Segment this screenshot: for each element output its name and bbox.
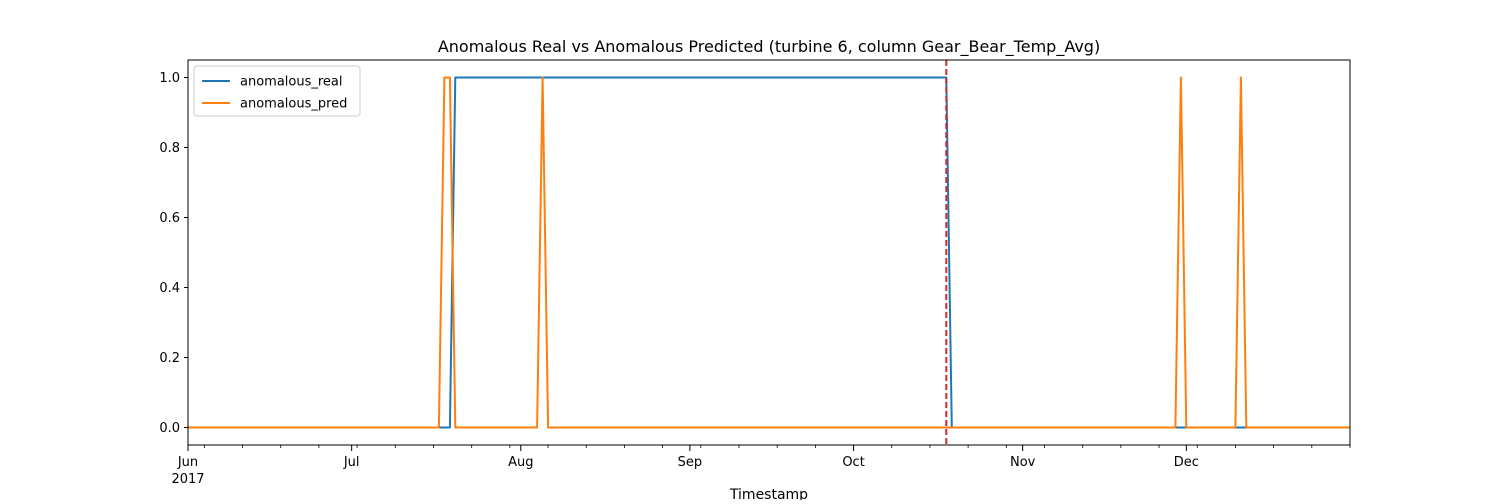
- y-tick-label: 0.2: [159, 351, 180, 366]
- legend: anomalous_real anomalous_pred: [193, 65, 361, 117]
- y-tick-label: 0.4: [159, 281, 180, 296]
- plot-area: [188, 60, 1350, 445]
- x-tick-label: Nov: [1010, 455, 1036, 470]
- x-tick-label: Oct: [842, 455, 864, 470]
- x-axis-label: Timestamp: [729, 487, 808, 500]
- x-tick-label: Dec: [1174, 455, 1199, 470]
- x-tick-label: Jun: [177, 455, 198, 470]
- x-tick-label: Sep: [678, 455, 703, 470]
- x-tick-sublabel: 2017: [171, 472, 204, 487]
- y-tick-label: 1.0: [159, 71, 180, 86]
- y-tick-label: 0.8: [159, 141, 180, 156]
- legend-label: anomalous_real: [240, 75, 343, 90]
- legend-box: [193, 65, 361, 117]
- legend-label: anomalous_pred: [240, 97, 347, 112]
- y-tick-label: 0.6: [159, 211, 180, 226]
- x-tick-label: Jul: [343, 455, 360, 470]
- series-line-anomalous-pred: [188, 76, 1350, 429]
- x-tick-label: Aug: [508, 455, 533, 470]
- y-tick-label: 0.0: [159, 421, 180, 436]
- chart-title: Anomalous Real vs Anomalous Predicted (t…: [438, 37, 1100, 57]
- plot-frame: [187, 59, 1351, 446]
